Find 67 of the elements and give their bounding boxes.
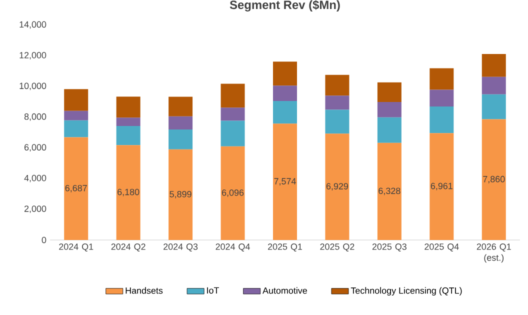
x-tick-label: 2024 Q4: [216, 244, 250, 252]
bar: [220, 108, 245, 121]
data-label: 6,961: [430, 182, 452, 190]
bar: [116, 145, 140, 240]
data-label: 6,929: [326, 183, 348, 190]
data-label: 6,328: [378, 188, 400, 196]
bar: [273, 62, 297, 86]
bar: [64, 89, 88, 111]
bar: [430, 68, 454, 90]
legend-label: Technology Licensing (QTL): [350, 287, 462, 296]
data-label: 7,574: [274, 178, 296, 186]
bar: [430, 90, 454, 107]
bar: [430, 133, 454, 240]
bar: [168, 149, 193, 240]
y-tick-label: 4,000: [24, 174, 46, 182]
bar: [116, 96, 140, 118]
bar: [482, 54, 506, 77]
bar: [325, 134, 350, 240]
bar: [220, 146, 245, 240]
data-label: 5,899: [170, 190, 192, 198]
data-label: 6,096: [222, 189, 244, 197]
data-label: 6,180: [118, 188, 140, 196]
data-label: 6,687: [65, 184, 87, 192]
legend-label: Automotive: [262, 287, 307, 294]
x-tick-label: 2024 Q3: [164, 244, 198, 252]
bar: [116, 126, 140, 146]
bar: [220, 84, 245, 108]
legend-label: IoT: [207, 287, 220, 294]
y-tick-label: 0: [42, 236, 46, 244]
bar: [273, 100, 297, 124]
y-tick-label: 12,000: [20, 52, 46, 60]
bar: [325, 74, 350, 96]
bar: [273, 86, 297, 101]
bar: [273, 124, 297, 240]
bar: [64, 137, 88, 240]
bar: [377, 117, 402, 143]
x-tick-label: 2025 Q3: [372, 244, 406, 252]
chart-title: Segment Rev ($Mn): [230, 0, 340, 12]
bar: [64, 120, 88, 138]
y-tick-label: 10,000: [20, 82, 46, 90]
x-tick-label: 2024 Q1: [59, 244, 94, 252]
bar: [482, 119, 506, 240]
bar: [482, 76, 506, 94]
bar: [168, 96, 193, 116]
bar: [377, 82, 402, 102]
bar: [377, 102, 402, 118]
bar: [116, 118, 140, 126]
legend-label: Handsets: [126, 287, 163, 294]
bar: [168, 116, 193, 130]
x-tick-label: 2024 Q2: [111, 244, 146, 252]
bar: [325, 110, 350, 134]
bar: [64, 110, 88, 120]
bar: [325, 96, 350, 110]
x-tick-label: 2025 Q2: [320, 244, 354, 252]
x-tick-label: 2025 Q1: [268, 244, 302, 252]
bar: [168, 129, 193, 150]
y-tick-label: 6,000: [24, 144, 46, 152]
x-tick-label: 2025 Q4: [424, 244, 459, 252]
y-tick-label: 14,000: [20, 21, 46, 29]
y-tick-label: 2,000: [24, 206, 46, 213]
y-tick-label: 8,000: [24, 113, 46, 121]
bar: [482, 94, 506, 120]
data-label: 7,860: [483, 176, 505, 184]
bar: [377, 142, 402, 240]
bar: [220, 120, 245, 146]
x-tick-label: 2026 Q1 (est.): [476, 244, 511, 263]
bar: [430, 106, 454, 134]
